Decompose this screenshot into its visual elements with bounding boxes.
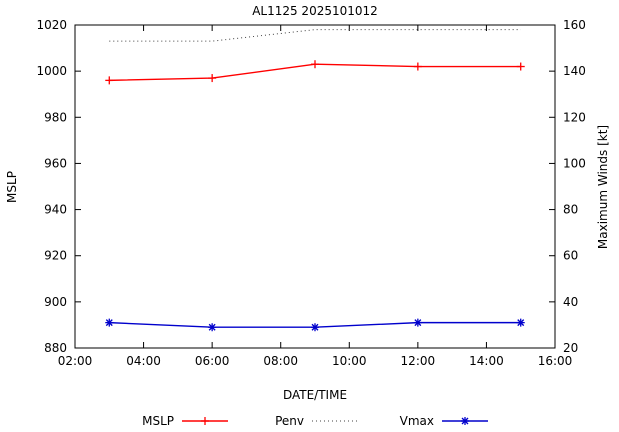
legend-label-penv: Penv xyxy=(275,414,304,428)
y2-axis-label: Maximum Winds [kt] xyxy=(596,125,610,249)
y2-tick-label: 140 xyxy=(563,64,586,78)
y-tick-label: 880 xyxy=(44,341,67,355)
legend-marker-vmax xyxy=(461,417,469,425)
x-tick-label: 12:00 xyxy=(401,354,436,368)
y2-tick-label: 120 xyxy=(563,110,586,124)
series-line-penv xyxy=(109,29,521,42)
plot-border xyxy=(74,24,556,349)
x-tick-label: 08:00 xyxy=(263,354,298,368)
x-tick-label: 14:00 xyxy=(469,354,504,368)
x-axis-label: DATE/TIME xyxy=(283,388,347,402)
y-tick-label: 980 xyxy=(44,110,67,124)
y2-tick-label: 60 xyxy=(563,249,578,263)
x-tick-label: 06:00 xyxy=(195,354,230,368)
chart-title: AL1125 2025101012 xyxy=(252,4,378,18)
series-marker-vmax xyxy=(414,319,422,327)
series-marker-vmax xyxy=(517,319,525,327)
y2-tick-label: 40 xyxy=(563,295,578,309)
y-tick-label: 920 xyxy=(44,249,67,263)
y-tick-label: 1000 xyxy=(36,64,67,78)
y2-tick-label: 20 xyxy=(563,341,578,355)
x-tick-label: 10:00 xyxy=(332,354,367,368)
x-tick-label: 04:00 xyxy=(126,354,161,368)
legend-label-mslp: MSLP xyxy=(142,414,174,428)
y2-tick-label: 160 xyxy=(563,18,586,32)
series-marker-vmax xyxy=(311,323,319,331)
y-axis-label: MSLP xyxy=(5,171,19,203)
series-marker-vmax xyxy=(105,319,113,327)
chart-legend: MSLP Penv Vmax xyxy=(142,414,488,428)
y-tick-label: 900 xyxy=(44,295,67,309)
y-tick-label: 960 xyxy=(44,156,67,170)
y2-tick-label: 80 xyxy=(563,203,578,217)
x-tick-label: 02:00 xyxy=(58,354,93,368)
legend-label-vmax: Vmax xyxy=(400,414,434,428)
y-tick-label: 940 xyxy=(44,203,67,217)
x-tick-label: 16:00 xyxy=(538,354,573,368)
series-marker-vmax xyxy=(208,323,216,331)
y-tick-label: 1020 xyxy=(36,18,67,32)
y2-tick-label: 100 xyxy=(563,156,586,170)
plot-area: 02:00 04:00 06:00 08:00 10:00 12:00 14:00 16:00… xyxy=(36,18,585,368)
